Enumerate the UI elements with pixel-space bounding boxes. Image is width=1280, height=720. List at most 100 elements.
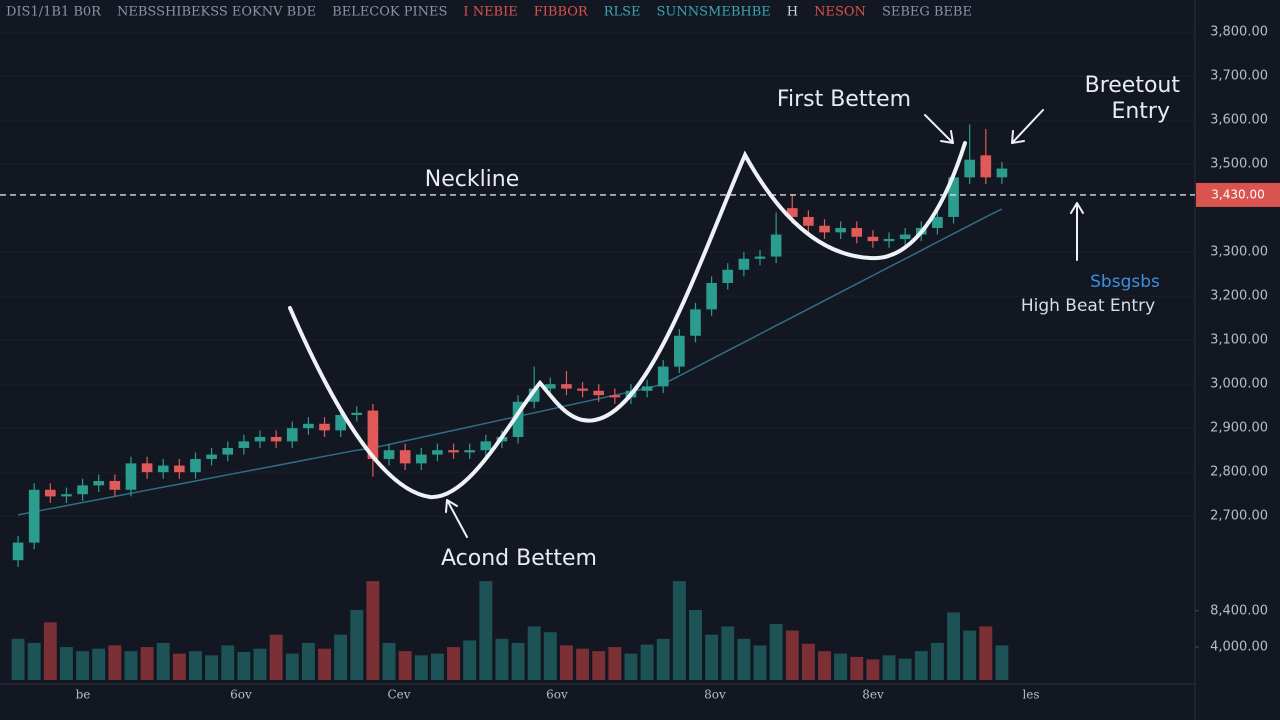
y-tick-label: 3,000.00 (1210, 377, 1268, 392)
candle-body (351, 412, 363, 415)
volume-bar (608, 647, 622, 680)
volume-bar (818, 651, 831, 680)
volume-bar (866, 659, 880, 680)
volume-tick-label: 8,400.00 (1210, 603, 1268, 618)
volume-bar (850, 656, 864, 680)
x-tick-label: 6ov (546, 688, 568, 702)
candle-body (480, 441, 492, 451)
x-tick-label: Cev (387, 688, 410, 702)
candle-body (964, 159, 975, 178)
volume-bar (285, 653, 299, 680)
volume-bar (995, 645, 1009, 680)
candle-body (319, 423, 330, 431)
candle-body (45, 489, 56, 497)
top-bar-item: H (787, 5, 798, 20)
candle-body (367, 410, 379, 459)
candle-body (464, 450, 475, 453)
volume-bar (318, 648, 331, 680)
y-tick-label: 2,900.00 (1210, 421, 1268, 436)
candle-body (577, 388, 588, 391)
candle-body (867, 236, 879, 242)
volume-bar (60, 647, 73, 680)
candle-body (222, 447, 234, 455)
candle-body (12, 542, 24, 561)
volume-bar (140, 647, 154, 680)
candle-body (545, 384, 556, 389)
x-tick-label: 8ev (862, 688, 884, 702)
y-tick-label: 3,800.00 (1210, 25, 1268, 40)
y-tick-label: 3,300.00 (1210, 245, 1268, 260)
x-tick-label: les (1022, 688, 1039, 702)
x-tick-label: 8ov (704, 688, 726, 702)
volume-bar (769, 623, 783, 680)
first-bottom-label: First Bettem (777, 87, 911, 112)
arrow (445, 499, 468, 538)
volume-bar (898, 658, 912, 680)
candle-body (657, 366, 669, 387)
candle-body (770, 234, 782, 257)
candle-body (819, 225, 830, 233)
candle-body (706, 282, 717, 310)
candle-body (77, 485, 88, 495)
candle-body (335, 414, 346, 431)
candle-body (593, 390, 605, 396)
volume-bar (511, 642, 525, 680)
volume-bar (350, 609, 364, 680)
volume-bar (543, 632, 557, 680)
breakout-label: Breetout (1085, 73, 1181, 98)
volume-bar (463, 640, 477, 680)
volume-bar (156, 642, 170, 680)
volume-bar (882, 655, 896, 680)
volume-bar (672, 581, 686, 680)
volume-bar (753, 645, 767, 680)
volume-bar (914, 651, 928, 680)
candle-body (61, 494, 72, 497)
volume-bar (92, 648, 106, 680)
top-bar-item: SEBEG BEBE (882, 5, 972, 20)
candle-body (786, 208, 798, 217)
volume-bar (430, 653, 444, 680)
candle-body (125, 463, 137, 490)
candle-body (674, 335, 685, 367)
candle-body (641, 386, 653, 391)
top-bar-item: BELECOK PINES (332, 5, 447, 20)
candle-body (206, 454, 217, 459)
candle-body (399, 450, 411, 464)
volume-bar (624, 653, 638, 680)
volume-bar (253, 648, 267, 680)
volume-bar (221, 645, 235, 680)
volume-bar (721, 626, 735, 680)
price-label: 3,430.00 (1211, 187, 1264, 201)
candle-body (851, 227, 863, 237)
high-entry-label: High Beat Entry (1021, 296, 1155, 316)
top-bar-item: DIS1/1B1 B0R (6, 5, 102, 20)
volume-bar (43, 622, 57, 680)
breakout-label: Entry (1111, 99, 1170, 124)
candle-body (448, 450, 459, 453)
y-tick-label: 3,100.00 (1210, 333, 1268, 348)
candle-body (415, 454, 427, 464)
price-label-box (1196, 182, 1280, 207)
candle-body (948, 177, 959, 217)
neckline-label: Neckline (425, 167, 520, 192)
volume-bar (576, 648, 590, 680)
volume-bar (237, 651, 251, 680)
volume-bar (963, 630, 977, 680)
volume-bar (656, 638, 670, 680)
candle-body (512, 401, 524, 437)
candle-body (738, 258, 750, 270)
volume-bar (334, 634, 348, 680)
candle-body (980, 155, 992, 178)
volume-bar (366, 581, 380, 680)
volume-bar (527, 626, 541, 680)
top-bar-item: FIBBOR (534, 5, 589, 20)
top-bar-item: I NEBIE (463, 5, 517, 20)
y-tick-label: 2,700.00 (1210, 509, 1268, 524)
candles (12, 124, 1008, 567)
y-tick-label: 2,800.00 (1210, 465, 1268, 480)
candle-body (190, 458, 201, 473)
arrow (1070, 202, 1084, 261)
arrow (924, 114, 954, 144)
candle-body (561, 384, 572, 389)
